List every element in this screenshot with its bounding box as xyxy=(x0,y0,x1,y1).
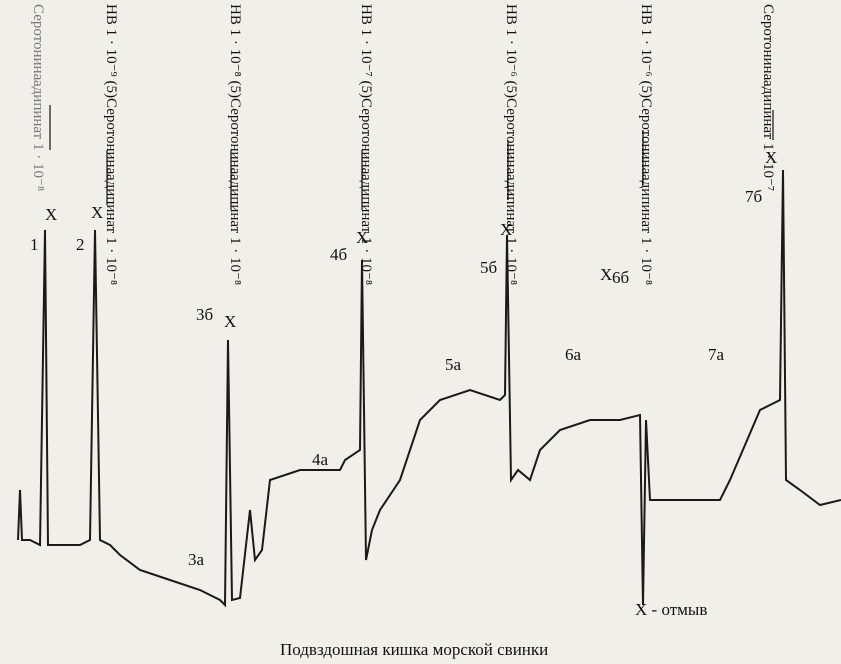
washout-mark: X xyxy=(224,312,237,331)
annotation-column: НВ 1 · 10⁻⁶ (5) Серотонина адипинат 1 · 10… xyxy=(638,4,654,285)
trace-label: 1 xyxy=(30,235,39,254)
washout-mark: X xyxy=(45,205,58,224)
trace-label: 6б xyxy=(612,268,630,287)
washout-mark: X xyxy=(500,220,513,239)
trace-label: 7б xyxy=(745,187,763,206)
trace-label: 5б xyxy=(480,258,498,277)
annotation-line: адипинат 1 · 10⁻⁸ xyxy=(103,174,119,286)
trace-label: 3а xyxy=(188,550,205,569)
trace-label: 4б xyxy=(330,245,348,264)
annotation-column: НВ 1 · 10⁻⁷ (5) Серотонина адипинат 1 · 10… xyxy=(358,4,374,285)
caption: Подвздошная кишка морской свинки xyxy=(280,640,549,659)
annotation-line: НВ 1 · 10⁻⁹ (5) xyxy=(103,4,119,98)
trace-label: 6а xyxy=(565,345,582,364)
annotation-line: Серотонина xyxy=(760,4,776,81)
annotation-line: адипинат 1 · 10⁻⁸ xyxy=(638,174,654,286)
annotation-line: адипинат 1 · 10⁻⁸ xyxy=(358,174,374,286)
annotation-column: НВ 1 · 10⁻⁹ (5) Серотонина адипинат 1 · 10… xyxy=(103,4,119,285)
annotation-line: Серотонина xyxy=(227,97,243,175)
annotation-line: адипинат 1 · 10⁻⁸ xyxy=(30,80,46,192)
trace-label: 4а xyxy=(312,450,329,469)
trace-label: 5а xyxy=(445,355,462,374)
washout-mark: X xyxy=(91,203,104,222)
annotation-column: НВ 1 · 10⁻⁶ (5) Серотонина адипинат 1 · 10… xyxy=(503,4,519,285)
annotation-line: Серотонина xyxy=(103,97,119,175)
washout-mark: X xyxy=(765,148,778,167)
annotation-line: Серотонина xyxy=(638,97,654,175)
annotation-line: Серотонина xyxy=(358,97,374,175)
annotation-line: НВ 1 · 10⁻⁸ (5) xyxy=(227,4,243,98)
trace-label: 3б xyxy=(196,305,214,324)
annotation-column: Серотонина адипинат 1 · 10⁻⁷ xyxy=(760,4,776,191)
annotation-line: Серотонина xyxy=(30,4,46,81)
trace-label: 2 xyxy=(76,235,85,254)
annotation-line: адипинат 1 · 10⁻⁸ xyxy=(227,174,243,286)
annotation-line: НВ 1 · 10⁻⁶ (5) xyxy=(503,4,519,98)
arrows xyxy=(49,105,774,210)
annotation-line: НВ 1 · 10⁻⁷ (5) xyxy=(358,4,374,98)
annotation-column: НВ 1 · 10⁻⁸ (5) Серотонина адипинат 1 · 10… xyxy=(227,4,243,285)
annotation-line: адипинат 1 · 10⁻⁷ xyxy=(760,80,776,192)
washout-mark: X xyxy=(356,228,369,247)
annotation-line: адипинат 1 · 10⁻⁸ xyxy=(503,174,519,286)
annotation-line: Серотонина xyxy=(503,97,519,175)
washout-mark: X xyxy=(600,265,613,284)
annotation-column: Серотонина адипинат 1 · 10⁻⁸ xyxy=(30,4,46,191)
annotation-line: НВ 1 · 10⁻⁶ (5) xyxy=(638,4,654,98)
washout-note: X - отмыв xyxy=(635,600,708,619)
trace-label: 7а xyxy=(708,345,725,364)
kymograph-trace xyxy=(17,169,841,608)
